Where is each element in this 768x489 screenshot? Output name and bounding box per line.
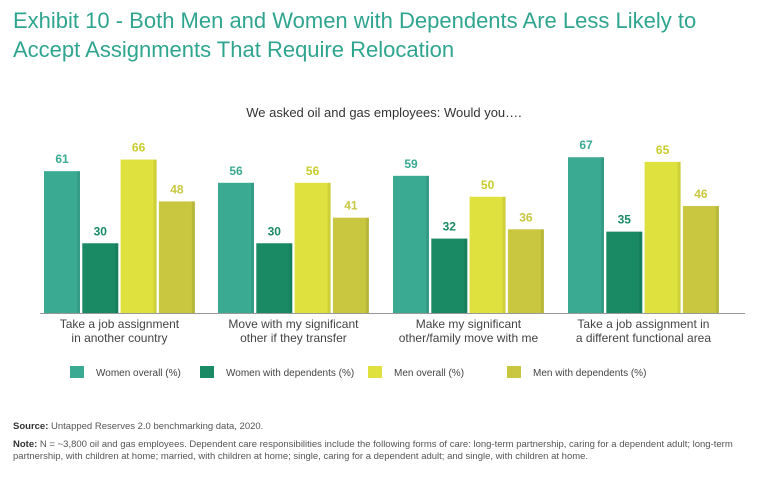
bar [218, 182, 254, 313]
bar-shade [153, 159, 157, 313]
category-label: other/family move with me [399, 331, 539, 345]
bar-shade [540, 229, 544, 313]
category-label: a different functional area [576, 331, 712, 345]
chart-subtitle: We asked oil and gas employees: Would yo… [246, 105, 522, 120]
bar [44, 171, 80, 313]
bar-shade [426, 175, 429, 313]
bar [568, 157, 604, 313]
category-label: Move with my significant [228, 317, 359, 331]
bar-shade [115, 243, 119, 313]
bar-shade [365, 217, 369, 313]
data-label: 66 [132, 141, 146, 155]
data-label: 30 [268, 224, 282, 238]
category-label: Take a job assignment [60, 317, 180, 331]
legend-swatch [70, 366, 84, 378]
source-note: Source: Untapped Reserves 2.0 benchmarki… [13, 421, 755, 433]
bar-shade [251, 182, 254, 313]
data-label: 65 [656, 143, 670, 157]
data-label: 46 [694, 187, 708, 201]
chart-title: Exhibit 10 - Both Men and Women with Dep… [13, 8, 697, 62]
note-label: Note: [13, 439, 38, 450]
data-label: 61 [55, 152, 69, 166]
bar-shade [289, 243, 293, 313]
data-label: 50 [481, 178, 495, 192]
legend-swatch [368, 366, 382, 378]
data-label: 56 [229, 164, 243, 178]
footnote: Note: N = ~3,800 oil and gas employees. … [13, 439, 755, 463]
legend-label: Women with dependents (%) [226, 368, 354, 379]
legend-swatch [507, 366, 521, 378]
data-label: 32 [443, 220, 457, 234]
bar-shade [327, 182, 331, 313]
bar-shade [677, 161, 681, 313]
bar-shade [191, 201, 195, 313]
legend-label: Women overall (%) [96, 368, 181, 379]
category-label: Take a job assignment in [577, 317, 709, 331]
data-label: 36 [519, 210, 533, 224]
data-label: 59 [404, 157, 418, 171]
bar-shade [639, 231, 643, 313]
bar [682, 206, 719, 313]
legend-swatch [200, 366, 214, 378]
bar [393, 175, 429, 313]
data-label: 41 [344, 199, 358, 213]
bar [644, 161, 681, 313]
bar [82, 243, 119, 313]
legend-label: Men with dependents (%) [533, 368, 646, 379]
legend-label: Men overall (%) [394, 368, 464, 379]
bar [294, 182, 331, 313]
bar [332, 217, 369, 313]
category-label: in another country [71, 331, 167, 345]
category-label: other if they transfer [240, 331, 347, 345]
bar-shade [502, 196, 506, 313]
bar [469, 196, 506, 313]
data-label: 30 [94, 224, 108, 238]
data-label: 67 [579, 138, 593, 152]
bar [507, 229, 544, 313]
bar [606, 231, 643, 313]
data-label: 56 [306, 164, 320, 178]
bar [431, 238, 468, 313]
source-label: Source: [13, 421, 49, 432]
data-label: 35 [618, 213, 632, 227]
data-label: 48 [170, 182, 184, 196]
bar [158, 201, 195, 313]
bar-shade [464, 238, 468, 313]
bar-shade [601, 157, 604, 313]
bar-shade [77, 171, 80, 313]
bar [120, 159, 157, 313]
note-text: N = ~3,800 oil and gas employees. Depend… [13, 439, 733, 462]
bar [256, 243, 293, 313]
bar-shade [715, 206, 719, 313]
source-text: Untapped Reserves 2.0 benchmarking data,… [48, 421, 264, 432]
category-label: Make my significant [416, 317, 522, 331]
